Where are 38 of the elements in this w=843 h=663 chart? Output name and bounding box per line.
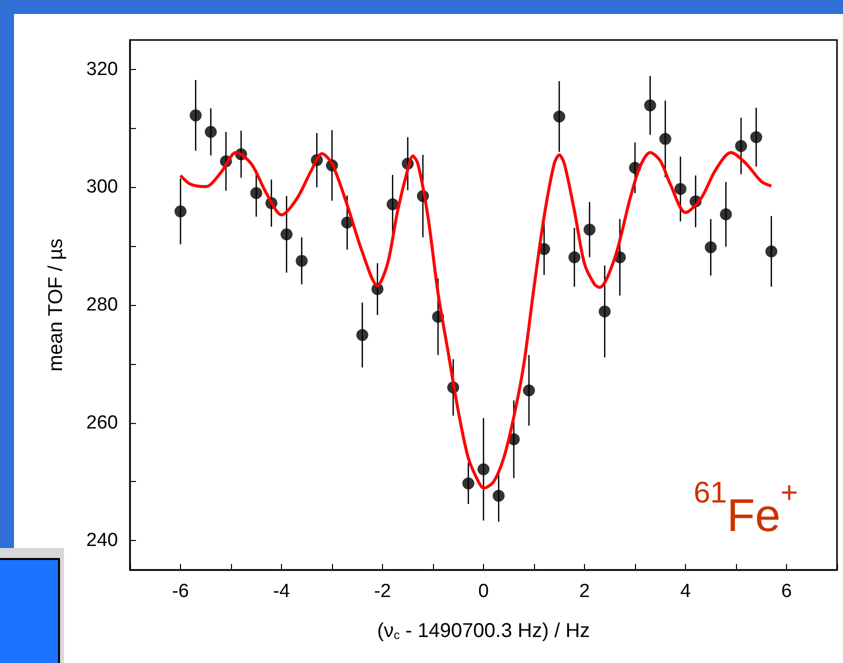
point (280, 228, 293, 240)
point (674, 182, 686, 195)
point (553, 110, 566, 123)
point (250, 187, 262, 200)
x-tick-label: -4 (273, 581, 290, 602)
point (704, 241, 717, 254)
y-axis-title: mean TOF / µs (45, 238, 67, 372)
point (568, 251, 580, 264)
y-tick-label: 320 (86, 58, 118, 80)
y-tick-label: 260 (86, 412, 118, 434)
point (720, 208, 732, 220)
x-tick-label: -2 (374, 581, 391, 602)
point (478, 463, 490, 476)
point (644, 99, 656, 112)
x-tick-label: -6 (172, 581, 189, 602)
x-axis-title: (νc - 1490700.3 Hz) / Hz (377, 620, 590, 642)
point (386, 198, 399, 210)
point (204, 126, 217, 138)
y-tick-label: 280 (86, 294, 118, 316)
point (659, 132, 672, 145)
y-tick-label: 240 (86, 530, 118, 552)
y-tick-label: 300 (86, 176, 118, 198)
point (174, 205, 186, 218)
point (584, 224, 596, 236)
point (750, 131, 762, 144)
point (492, 490, 505, 502)
point (765, 245, 778, 258)
x-tick-label: 2 (579, 581, 590, 602)
x-tick-label: 6 (781, 581, 792, 602)
point (735, 140, 748, 152)
point (190, 109, 202, 122)
point (522, 384, 535, 396)
x-tick-label: 0 (478, 581, 489, 602)
x-tick-label: 4 (680, 581, 692, 602)
point (296, 254, 308, 267)
point (462, 477, 474, 490)
point (598, 305, 611, 318)
point (356, 329, 368, 342)
